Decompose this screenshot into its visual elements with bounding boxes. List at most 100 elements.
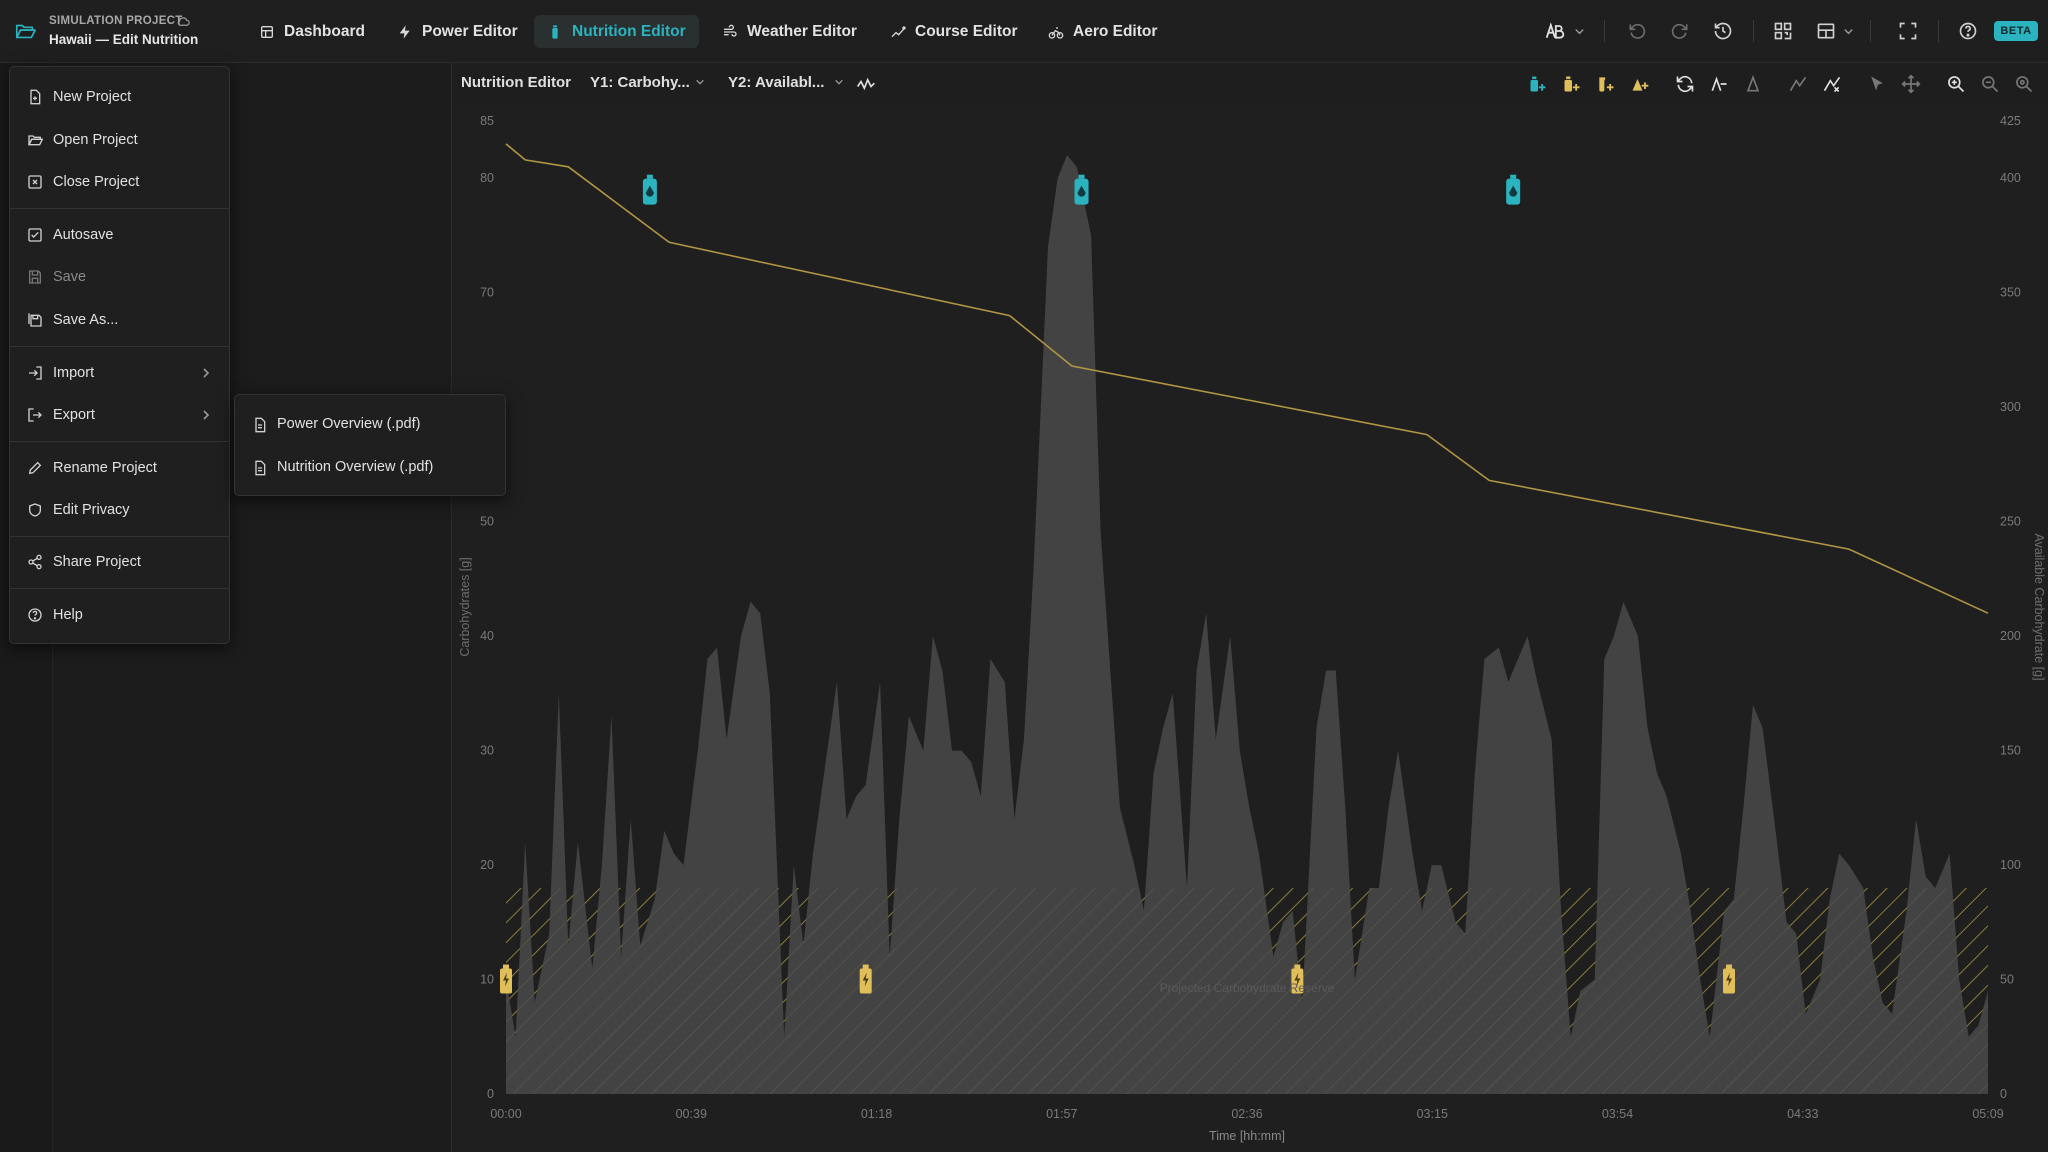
submenu-item-nutrition-overview[interactable]: Nutrition Overview (.pdf) — [235, 450, 505, 486]
layout-button[interactable] — [1813, 18, 1839, 44]
help-button[interactable] — [1955, 18, 1981, 44]
pointer-tool-button[interactable] — [1864, 71, 1890, 97]
bottle-icon — [552, 24, 558, 39]
submenu-item-power-overview[interactable]: Power Overview (.pdf) — [235, 407, 505, 443]
tab-weather-editor[interactable]: Weather Editor — [709, 15, 870, 48]
y-tick-label: 70 — [480, 286, 494, 300]
menu-item-label: Help — [53, 607, 83, 623]
y-tick-label: 0 — [487, 1087, 494, 1101]
menu-item-close-project[interactable]: Close Project — [10, 164, 229, 200]
zoom-in-button[interactable] — [1943, 71, 1969, 97]
undo-button[interactable] — [1624, 18, 1650, 44]
drink-marker[interactable] — [642, 174, 657, 205]
move-icon — [1901, 74, 1921, 94]
folder-open-icon[interactable] — [14, 20, 36, 42]
tab-course-editor[interactable]: Course Editor — [877, 15, 1030, 48]
x-tick-label: 00:00 — [490, 1107, 521, 1121]
menu-item-new-project[interactable]: New Project — [10, 79, 229, 115]
menu-item-export[interactable]: Export — [10, 397, 229, 433]
help-icon — [1959, 22, 1977, 40]
redo-icon — [1671, 23, 1688, 39]
add-bottle-icon — [1564, 76, 1580, 92]
y-tick-label: 20 — [480, 858, 494, 872]
chevron-down-icon[interactable] — [1574, 26, 1585, 37]
divider — [1938, 20, 1939, 42]
y-tick-label: 30 — [480, 744, 494, 758]
y-axis-label: Carbohydrates [g] — [458, 557, 472, 656]
drink-marker[interactable] — [1506, 174, 1521, 205]
remove-marker-button[interactable] — [1706, 71, 1732, 97]
zoom-reset-icon — [2016, 76, 2033, 93]
chevron-down-icon[interactable] — [1843, 26, 1854, 37]
history-button[interactable] — [1710, 18, 1736, 44]
tab-label: Nutrition Editor — [572, 22, 686, 40]
gel-marker[interactable] — [500, 964, 512, 994]
menu-item-save[interactable]: Save — [10, 259, 229, 295]
gel-marker[interactable] — [1291, 964, 1304, 994]
x-tick-label: 03:15 — [1417, 1107, 1448, 1121]
add-food-button[interactable] — [1627, 71, 1653, 97]
menu-item-autosave[interactable]: Autosave — [10, 217, 229, 253]
tab-dashboard[interactable]: Dashboard — [246, 15, 378, 48]
menu-item-label: New Project — [53, 89, 132, 105]
pan-tool-button[interactable] — [1898, 71, 1924, 97]
tab-label: Dashboard — [284, 22, 365, 40]
chevron-down-icon[interactable] — [695, 77, 705, 87]
zoom-out-button[interactable] — [1977, 71, 2003, 97]
x-tick-label: 05:09 — [1972, 1107, 2003, 1121]
divider — [1604, 20, 1605, 42]
gel-marker[interactable] — [859, 964, 872, 994]
menu-item-import[interactable]: Import — [10, 355, 229, 391]
zoom-reset-button[interactable] — [2011, 71, 2037, 97]
menu-item-edit-privacy[interactable]: Edit Privacy — [10, 492, 229, 528]
zone-label: Projected Carbohydrate Reserve — [1160, 981, 1335, 995]
y2-tick-label: 50 — [2000, 973, 2014, 987]
menu-item-rename-project[interactable]: Rename Project — [10, 450, 229, 486]
zoom-out-icon — [1982, 76, 1999, 93]
y2-tick-label: 425 — [2000, 114, 2021, 128]
add-food-icon — [1632, 79, 1649, 91]
tab-nutrition-editor[interactable]: Nutrition Editor — [534, 15, 699, 48]
checkbox-checked-icon — [28, 228, 42, 242]
menu-item-share-project[interactable]: Share Project — [10, 544, 229, 580]
marker-button[interactable] — [1740, 71, 1766, 97]
menu-item-label: Autosave — [53, 227, 114, 243]
menu-item-help[interactable]: Help — [10, 597, 229, 633]
add-bottle-button[interactable] — [1559, 71, 1585, 97]
menu-item-label: Rename Project — [53, 460, 157, 476]
menu-item-save-as[interactable]: Save As... — [10, 302, 229, 338]
fullscreen-button[interactable] — [1895, 18, 1921, 44]
language-button[interactable] — [1540, 18, 1570, 44]
reset-curve-button[interactable] — [1819, 71, 1845, 97]
tab-aero-editor[interactable]: Aero Editor — [1035, 15, 1170, 48]
menu-item-label: Edit Privacy — [53, 502, 130, 518]
tab-power-editor[interactable]: Power Editor — [384, 15, 531, 48]
bolt-icon — [399, 24, 410, 39]
qr-code-icon — [1774, 22, 1792, 40]
x-tick-label: 01:57 — [1046, 1107, 1077, 1121]
shield-icon — [29, 503, 41, 517]
divider — [1870, 20, 1871, 42]
save-icon — [29, 270, 41, 284]
add-gel-button[interactable] — [1593, 71, 1619, 97]
add-drink-button[interactable] — [1525, 71, 1551, 97]
x-tick-label: 04:33 — [1787, 1107, 1818, 1121]
zoom-in-icon — [1948, 76, 1965, 93]
refresh-button[interactable] — [1672, 71, 1698, 97]
chevron-right-icon — [203, 368, 210, 378]
menu-item-open-project[interactable]: Open Project — [10, 122, 229, 158]
redo-button[interactable] — [1667, 18, 1693, 44]
smoothing-button[interactable] — [853, 71, 879, 97]
qr-button[interactable] — [1770, 18, 1796, 44]
chevron-down-icon[interactable] — [834, 77, 844, 87]
drink-marker[interactable] — [1074, 174, 1089, 205]
menu-divider — [10, 346, 229, 347]
y2-tick-label: 200 — [2000, 629, 2021, 643]
curve-button[interactable] — [1785, 71, 1811, 97]
nutrition-chart[interactable]: 0 10 20 30 40 50 70 80 85 0 50 100 150 200 250 300 350 4… — [452, 105, 2048, 1152]
y2-select[interactable]: Y2: Availabl... — [728, 74, 825, 91]
y2-tick-label: 150 — [2000, 744, 2021, 758]
gel-marker[interactable] — [1723, 964, 1736, 994]
y1-select[interactable]: Y1: Carbohy... — [590, 74, 690, 91]
cyclist-icon — [1048, 26, 1064, 39]
